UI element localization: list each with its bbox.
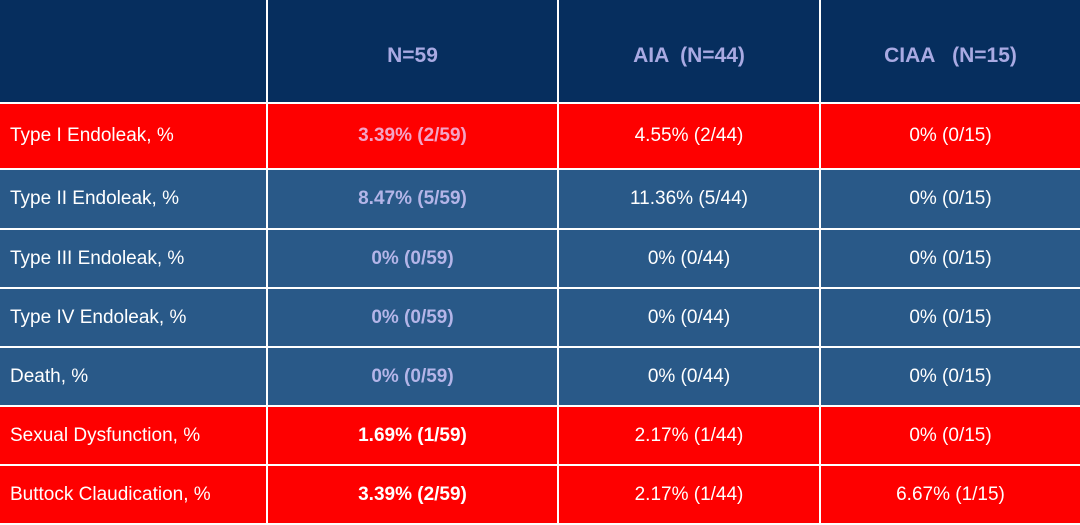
row-label: Type I Endoleak, % [0, 104, 268, 170]
table-cell: 0% (0/59) [268, 348, 559, 407]
header-cell: N=59 [268, 0, 559, 104]
header-corner [0, 0, 268, 104]
table-cell: 2.17% (1/44) [559, 466, 821, 525]
table-cell: 0% (0/15) [821, 407, 1080, 466]
table-cell: 0% (0/44) [559, 230, 821, 289]
table-cell: 0% (0/59) [268, 230, 559, 289]
row-label: Type III Endoleak, % [0, 230, 268, 289]
table-cell: 2.17% (1/44) [559, 407, 821, 466]
table-cell: 0% (0/44) [559, 348, 821, 407]
header-cell: CIAA (N=15) [821, 0, 1080, 104]
table-cell: 0% (0/44) [559, 289, 821, 348]
table-cell: 0% (0/59) [268, 289, 559, 348]
table-cell: 0% (0/15) [821, 170, 1080, 230]
table-cell: 0% (0/15) [821, 104, 1080, 170]
row-label: Death, % [0, 348, 268, 407]
row-label: Buttock Claudication, % [0, 466, 268, 525]
row-label: Type II Endoleak, % [0, 170, 268, 230]
table-cell: 6.67% (1/15) [821, 466, 1080, 525]
row-label: Sexual Dysfunction, % [0, 407, 268, 466]
table-cell: 0% (0/15) [821, 230, 1080, 289]
table-cell: 1.69% (1/59) [268, 407, 559, 466]
table-cell: 8.47% (5/59) [268, 170, 559, 230]
row-label: Type IV Endoleak, % [0, 289, 268, 348]
table-cell: 3.39% (2/59) [268, 466, 559, 525]
table-cell: 3.39% (2/59) [268, 104, 559, 170]
table-cell: 0% (0/15) [821, 348, 1080, 407]
table-cell: 4.55% (2/44) [559, 104, 821, 170]
table-cell: 11.36% (5/44) [559, 170, 821, 230]
header-cell: AIA (N=44) [559, 0, 821, 104]
table-cell: 0% (0/15) [821, 289, 1080, 348]
